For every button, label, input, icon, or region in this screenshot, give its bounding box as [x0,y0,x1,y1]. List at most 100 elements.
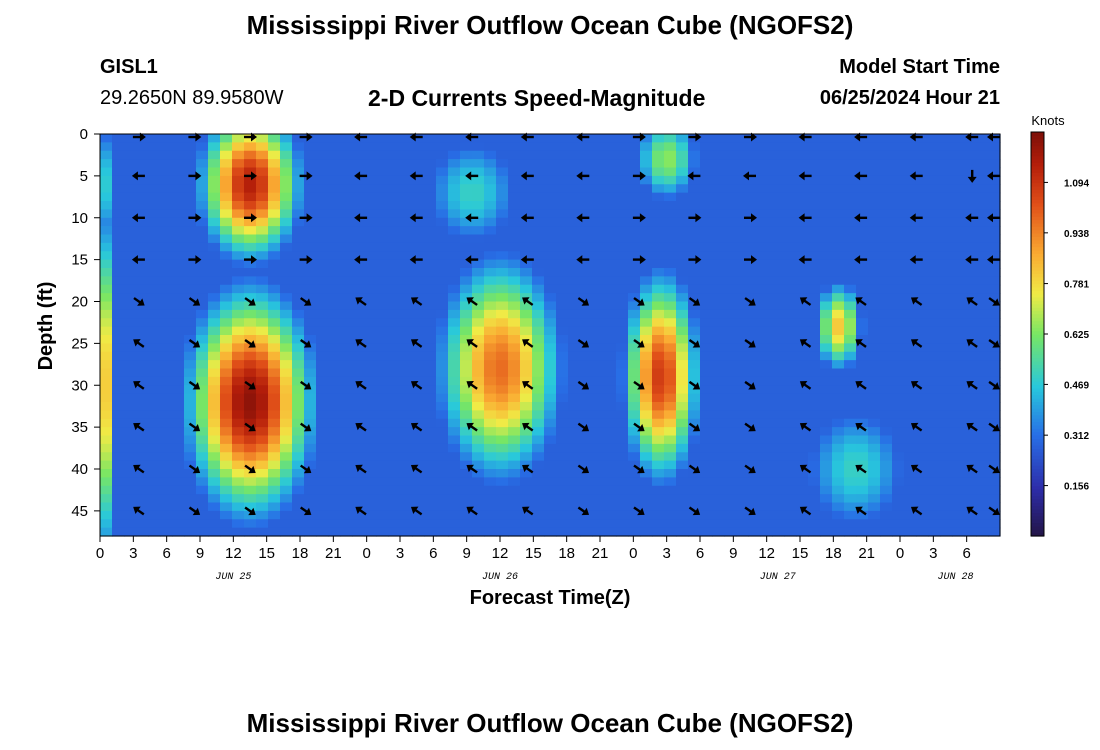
heatmap-cell [796,510,809,520]
heatmap-cell [196,410,209,420]
heatmap-cell [628,184,641,194]
heatmap-cell [220,402,233,411]
heatmap-cell [940,242,953,252]
heatmap-cell [100,301,113,311]
heatmap-cell [232,443,245,453]
heatmap-cell [460,159,473,169]
heatmap-cell [364,460,377,470]
heatmap-cell [976,485,989,495]
heatmap-cell [652,452,665,462]
heatmap-cell [904,242,917,252]
x-tick-label: 18 [558,545,575,562]
heatmap-cell [736,251,749,261]
heatmap-cell [280,301,293,311]
heatmap-cell [580,318,593,328]
heatmap-cell [328,402,341,411]
heatmap-cell [664,393,677,403]
heatmap-cell [364,502,377,512]
heatmap-cell [112,175,125,185]
heatmap-cell [424,402,437,411]
heatmap-cell [676,184,689,194]
current-arrow [855,381,867,390]
heatmap-cell [952,435,965,445]
heatmap-cell [892,276,905,286]
heatmap-cell [184,402,197,411]
heatmap-cell [952,242,965,252]
heatmap-cell [424,326,437,336]
heatmap-cell [472,184,485,194]
heatmap-cell [352,427,365,437]
heatmap-cell [208,134,221,143]
heatmap-cell [172,410,185,420]
heatmap-cell [772,527,785,537]
heatmap-cell [220,435,233,445]
heatmap-cell [940,192,953,202]
heatmap-cell [112,226,125,236]
heatmap-cell [628,443,641,453]
heatmap-cell [712,201,725,210]
colorbar-band [1031,350,1044,355]
heatmap-cell [616,326,629,336]
heatmap-cell [412,309,425,319]
heatmap-cell [976,259,989,269]
heatmap-cell [328,318,341,328]
heatmap-cell [412,376,425,386]
heatmap-cell [400,460,413,470]
heatmap-cell [712,351,725,361]
heatmap-cell [820,201,833,210]
x-tick-label: 15 [525,545,542,562]
heatmap-cell [352,452,365,462]
heatmap-cell [112,510,125,520]
heatmap-cell [124,318,137,328]
heatmap-cell [496,318,509,328]
heatmap-cell [664,477,677,487]
heatmap-cell [760,326,773,336]
heatmap-cell [256,301,269,311]
heatmap-cell [880,201,893,210]
heatmap-cell [112,485,125,495]
heatmap-cell [640,226,653,236]
colorbar-band [1031,465,1044,470]
heatmap-cell [964,477,977,487]
heatmap-cell [952,234,965,244]
heatmap-cell [100,368,113,378]
heatmap-cell [400,335,413,344]
heatmap-cell [640,318,653,328]
heatmap-cell [244,393,257,403]
heatmap-cell [736,477,749,487]
heatmap-cell [148,443,161,453]
heatmap-cell [556,217,569,227]
heatmap-cell [508,427,521,437]
heatmap-cell [448,284,461,294]
heatmap-cell [448,268,461,277]
heatmap-cell [964,351,977,361]
heatmap-cell [268,309,281,319]
heatmap-cell [448,469,461,478]
heatmap-cell [580,385,593,395]
heatmap-cell [892,184,905,194]
current-arrow [854,213,868,223]
heatmap-cell [940,142,953,152]
heatmap-cell [532,159,545,169]
heatmap-cell [112,201,125,210]
colorbar-band [1031,387,1044,392]
heatmap-cell [580,452,593,462]
heatmap-cell [892,510,905,520]
heatmap-cell [448,477,461,487]
heatmap-cell [472,435,485,445]
heatmap-cell [556,318,569,328]
current-arrow [244,506,256,516]
heatmap-cell [196,494,209,504]
heatmap-cell [376,510,389,520]
heatmap-cell [472,309,485,319]
heatmap-cell [760,217,773,227]
heatmap-cell [124,477,137,487]
heatmap-cell [700,335,713,344]
heatmap-cell [280,175,293,185]
heatmap-cell [964,510,977,520]
heatmap-cell [292,242,305,252]
heatmap-cell [148,402,161,411]
heatmap-cell [340,343,353,353]
heatmap-cell [112,527,125,537]
heatmap-cell [424,427,437,437]
